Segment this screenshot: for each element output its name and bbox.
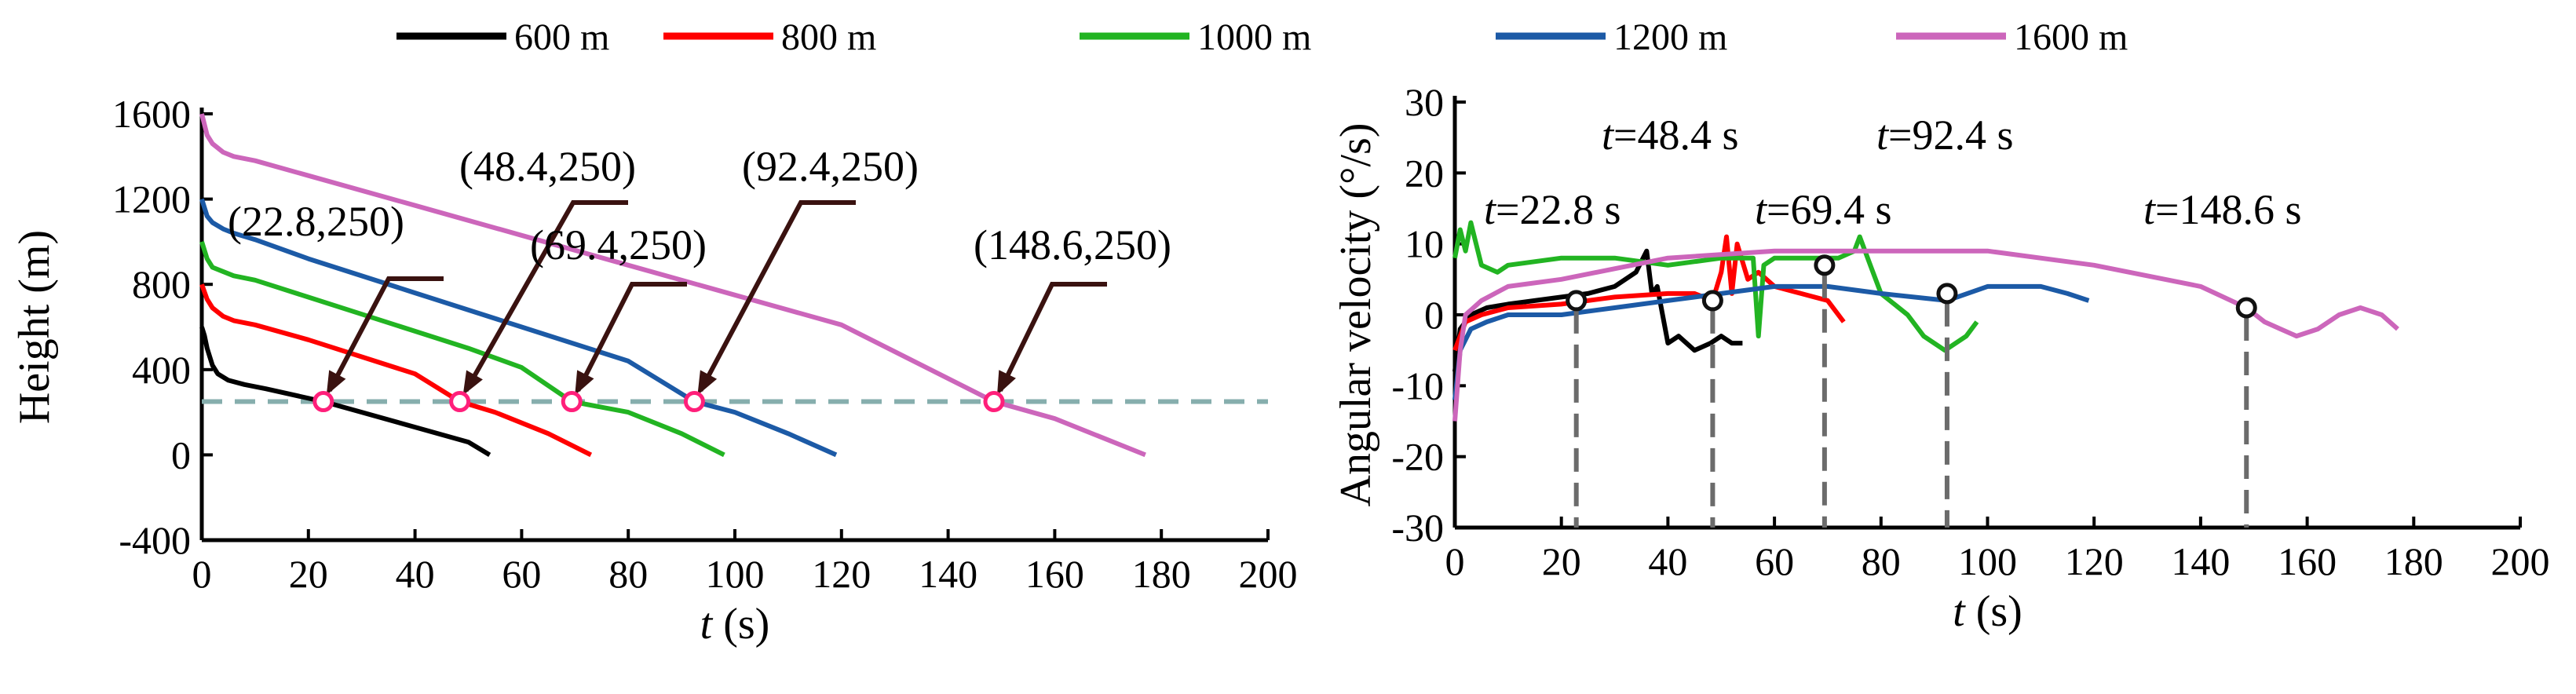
- x-tick-label: 0: [1445, 539, 1465, 583]
- annotation-label: (69.4,250): [530, 221, 707, 268]
- annotation-arrowhead: [996, 370, 1016, 396]
- y-tick-label: 0: [171, 433, 191, 477]
- x-tick-label: 80: [1862, 539, 1901, 583]
- y-tick-label: -30: [1391, 506, 1444, 550]
- annotation-arrowhead: [326, 370, 346, 396]
- series-line-1200-m: [1452, 283, 2090, 400]
- annotation-arrow: [698, 200, 856, 392]
- time-marker: [1936, 283, 1958, 305]
- x-tick-label: 160: [1025, 552, 1084, 596]
- y-tick-label: 10: [1405, 222, 1444, 266]
- x-tick-label: 180: [1132, 552, 1191, 596]
- x-tick-label: 100: [706, 552, 765, 596]
- legend-label: 600 m: [514, 16, 609, 58]
- y-tick-label: -400: [119, 518, 191, 562]
- x-tick-label: 0: [192, 552, 212, 596]
- y-tick-label: 400: [132, 348, 191, 392]
- y-axis-title: Angular velocity (°/s): [1332, 123, 1380, 507]
- x-tick-label: 200: [1239, 552, 1298, 596]
- crossing-marker: [561, 391, 583, 413]
- series-line-1600-m: [199, 113, 1146, 458]
- annotation-arrow: [998, 282, 1107, 392]
- x-tick-label: 120: [2065, 539, 2124, 583]
- x-tick-label: 40: [1648, 539, 1687, 583]
- x-tick-label: 20: [289, 552, 328, 596]
- time-label: t=92.4 s: [1876, 111, 2013, 159]
- series-line-1000-m: [199, 241, 725, 458]
- time-label: t=148.6 s: [2143, 186, 2301, 233]
- time-marker: [1566, 290, 1588, 312]
- x-tick-label: 60: [1755, 539, 1794, 583]
- legend-label: 1000 m: [1197, 16, 1311, 58]
- x-tick-label: 140: [919, 552, 977, 596]
- y-tick-label: 30: [1405, 80, 1444, 124]
- x-axis-title: t (s): [1953, 587, 2022, 636]
- time-label: t=69.4 s: [1755, 186, 1891, 233]
- crossing-marker: [683, 391, 705, 413]
- legend-label: 1200 m: [1613, 16, 1727, 58]
- annotation-label: (92.4,250): [742, 143, 919, 190]
- y-tick-label: 20: [1405, 151, 1444, 195]
- annotation-arrow: [575, 282, 687, 392]
- x-axis-title: t (s): [700, 600, 770, 648]
- annotation-arrowhead: [697, 370, 718, 396]
- legend-label: 800 m: [781, 16, 876, 58]
- annotation-arrowhead: [462, 370, 483, 396]
- x-tick-label: 180: [2384, 539, 2443, 583]
- annotation-arrow: [464, 200, 628, 393]
- series-line-800-m: [199, 283, 593, 458]
- time-marker: [2235, 297, 2257, 319]
- annotation-arrow: [327, 276, 444, 392]
- y-tick-label: -10: [1391, 363, 1444, 407]
- x-tick-label: 20: [1542, 539, 1581, 583]
- crossing-marker: [449, 391, 471, 413]
- x-tick-label: 160: [2278, 539, 2337, 583]
- series-line-1600-m: [1452, 248, 2399, 422]
- x-tick-label: 40: [396, 552, 435, 596]
- crossing-marker: [983, 391, 1005, 413]
- time-marker: [1701, 290, 1723, 312]
- x-tick-label: 60: [502, 552, 541, 596]
- x-tick-label: 140: [2171, 539, 2230, 583]
- time-label: t=48.4 s: [1602, 111, 1738, 159]
- annotation-arrowhead: [575, 370, 594, 396]
- x-tick-label: 100: [1958, 539, 2017, 583]
- y-tick-label: -20: [1391, 435, 1444, 479]
- legend-label: 1600 m: [2014, 16, 2128, 58]
- annotation-label: (148.6,250): [974, 221, 1171, 268]
- y-tick-label: 1200: [112, 177, 191, 221]
- series-line-1200-m: [199, 198, 838, 458]
- x-tick-label: 80: [608, 552, 648, 596]
- angular-velocity-chart: -30 -20 -10 0 10 20 30 0 20 40 60 80 100 120 140 160 180…: [1332, 80, 2550, 636]
- y-axis-title: Height (m): [10, 230, 59, 424]
- annotation-label: (48.4,250): [459, 143, 636, 190]
- time-label: t=22.8 s: [1484, 186, 1621, 233]
- x-tick-label: 120: [812, 552, 871, 596]
- y-tick-label: 1600: [112, 92, 191, 136]
- y-tick-label: 0: [1424, 293, 1444, 337]
- y-tick-label: 800: [132, 262, 191, 306]
- crossing-marker: [312, 391, 334, 413]
- time-marker: [1814, 254, 1836, 276]
- series-line-600-m: [199, 326, 491, 457]
- annotation-label: (22.8,250): [228, 198, 404, 245]
- series-line-1000-m: [1452, 220, 1979, 353]
- legend: 600 m 800 m 1000 m 1200 m 1600 m: [396, 16, 2128, 58]
- x-tick-label: 200: [2491, 539, 2550, 583]
